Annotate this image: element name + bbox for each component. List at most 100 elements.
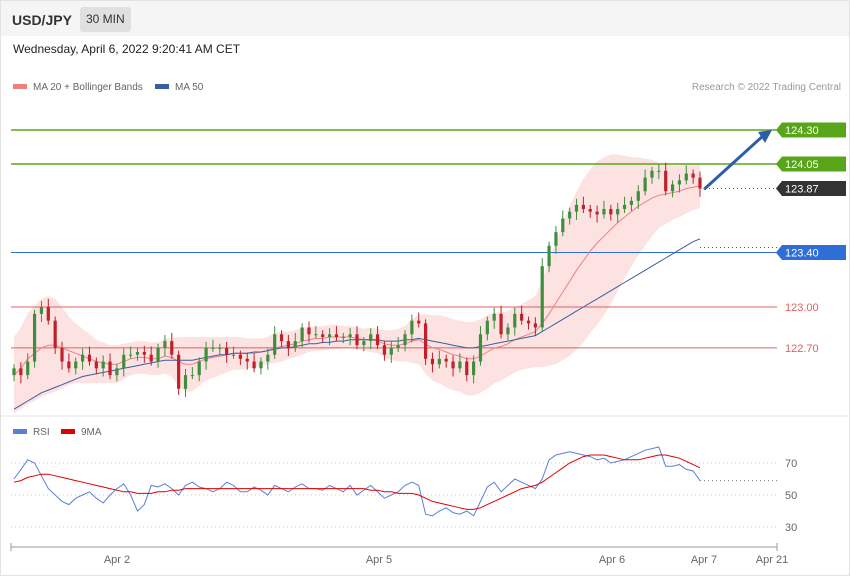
candle: [307, 321, 311, 343]
candle: [135, 347, 140, 361]
candle: [588, 204, 592, 218]
candle: [204, 341, 208, 370]
legend-ma50-swatch: [155, 84, 169, 89]
candle: [266, 348, 270, 370]
candle: [115, 364, 119, 382]
candle: [430, 352, 435, 373]
candle: [540, 258, 544, 332]
candle: [355, 326, 359, 350]
candle: [170, 332, 174, 359]
candle: [636, 185, 640, 209]
timeframe-button[interactable]: 30 MIN: [80, 7, 131, 32]
candle: [279, 330, 284, 348]
candle: [369, 328, 373, 350]
candle: [101, 355, 105, 377]
forecast-arrow: [703, 129, 772, 191]
candle: [327, 328, 332, 346]
candle: [458, 353, 462, 373]
legend-ma20-label: MA 20 + Bollinger Bands: [33, 82, 143, 93]
candle: [197, 357, 201, 382]
level-tag-0: [776, 122, 846, 138]
level-label-5: 122.70: [785, 343, 819, 355]
candle: [581, 196, 585, 214]
candle: [60, 341, 64, 370]
candle: [300, 323, 304, 348]
candle: [602, 200, 606, 219]
candle: [94, 357, 98, 375]
candle: [513, 307, 517, 336]
time-axis: Apr 2 Apr 5 Apr 6 Apr 7 Apr 21: [10, 543, 788, 566]
candle: [26, 353, 30, 380]
candle: [382, 341, 387, 361]
level-tag-1: [776, 156, 846, 172]
candle: [684, 165, 688, 185]
candle: [375, 326, 380, 350]
candle: [561, 210, 565, 237]
candle: [211, 339, 215, 352]
candle: [108, 353, 112, 380]
x-tick-label: Apr 21: [756, 554, 788, 566]
candle: [156, 343, 160, 368]
candle: [53, 316, 57, 355]
candle: [437, 350, 441, 369]
level-label-3: 123.40: [785, 248, 819, 260]
candle: [314, 326, 318, 339]
rsi-series-9ma: [13, 454, 701, 510]
copyright-text: Research © 2022 Trading Central: [692, 82, 841, 93]
candle: [568, 207, 572, 225]
x-tick-label: Apr 7: [691, 554, 717, 566]
legend-9ma-swatch: [61, 429, 75, 434]
candle: [629, 196, 633, 212]
candle: [595, 205, 599, 223]
rsi-tick-30: 30: [785, 522, 797, 534]
candlesticks: [12, 162, 702, 397]
chart-datetime: Wednesday, April 6, 2022 9:20:41 AM CET: [13, 42, 241, 56]
x-tick-label: Apr 2: [104, 554, 130, 566]
candle: [245, 352, 249, 370]
candle: [574, 198, 579, 220]
candle: [650, 166, 654, 184]
bollinger-bands: [14, 154, 700, 414]
rsi-panel: 30 50 70: [11, 446, 797, 534]
level-tag-3: [776, 245, 846, 261]
candle: [341, 332, 345, 344]
candle: [149, 346, 153, 366]
candle: [451, 355, 455, 377]
candle: [691, 169, 695, 184]
level-tag-2: [776, 181, 846, 197]
candle: [225, 341, 229, 363]
candle: [417, 312, 421, 328]
candle: [698, 171, 702, 197]
candle: [670, 180, 675, 198]
forecast-arrow-head: [758, 129, 772, 143]
candle: [396, 337, 400, 352]
candle: [286, 334, 290, 357]
legend-9ma-label: 9MA: [81, 427, 102, 438]
candle: [74, 357, 78, 375]
candle: [362, 337, 366, 352]
candle: [259, 357, 263, 375]
legend-ma50-label: MA 50: [175, 82, 204, 93]
candle: [664, 162, 668, 196]
candle: [499, 305, 503, 339]
candle: [444, 354, 448, 368]
rsi-tick-50: 50: [785, 490, 797, 502]
bollinger-band-area: [14, 154, 700, 414]
candle: [12, 364, 16, 382]
candle: [32, 309, 37, 368]
candle: [273, 326, 277, 359]
candle: [238, 350, 242, 365]
rsi-tick-70: 70: [785, 458, 797, 470]
forecast-arrow-shaft: [703, 133, 766, 191]
candle: [403, 330, 407, 352]
candle: [293, 332, 297, 352]
candle: [252, 353, 256, 373]
legend-rsi-label: RSI: [33, 427, 50, 438]
candle: [657, 164, 661, 179]
level-label-0: 124.30: [785, 125, 819, 137]
candle: [492, 307, 496, 329]
candle: [410, 314, 414, 343]
candle: [46, 298, 50, 325]
level-label-1: 124.05: [785, 159, 819, 171]
candle: [547, 241, 551, 273]
